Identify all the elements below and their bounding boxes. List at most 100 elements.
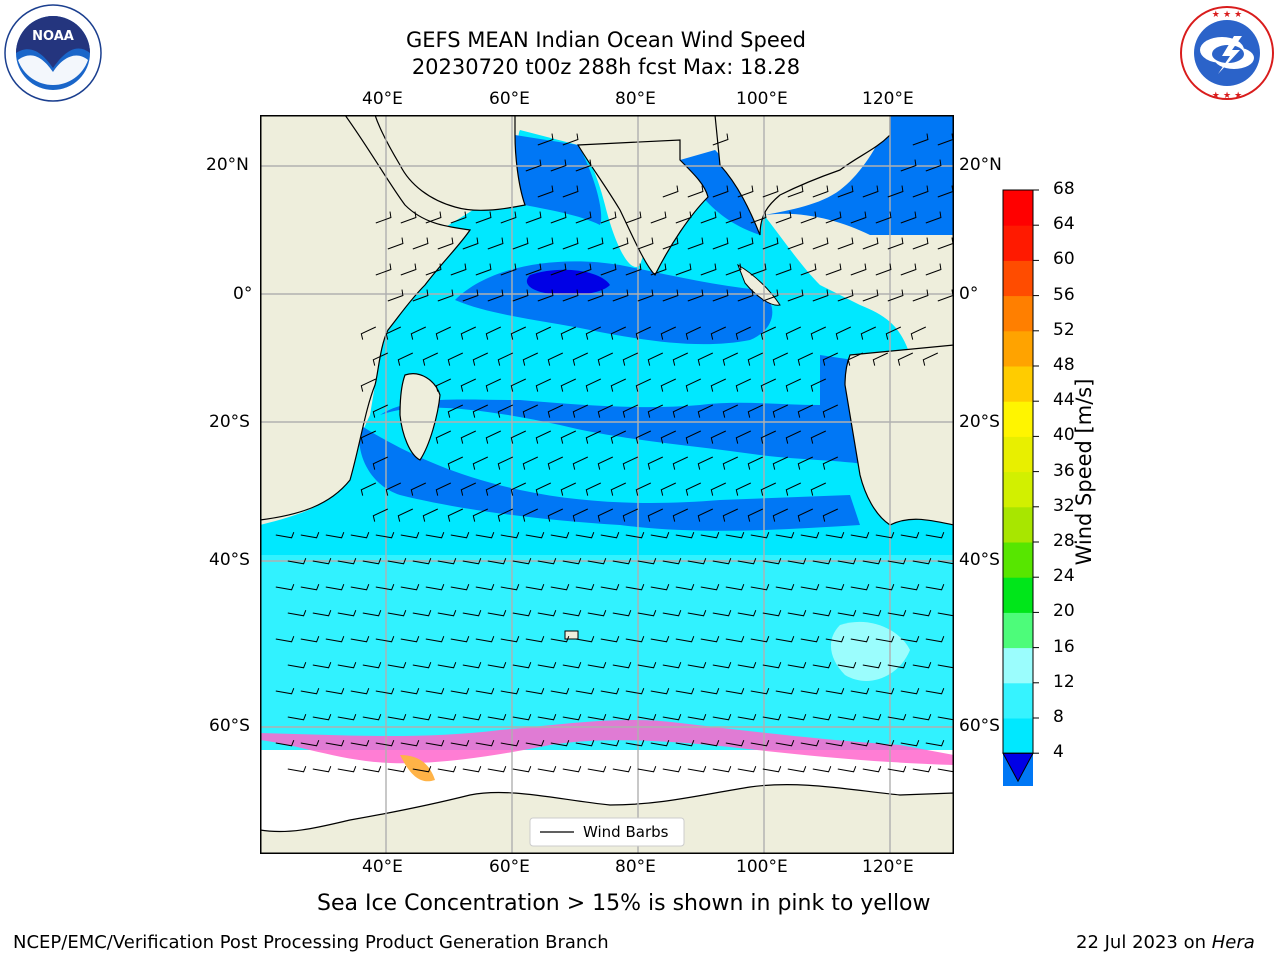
wind-barb [925,263,942,276]
wind-barb [325,740,345,747]
wind-barb [487,766,507,773]
colorbar-segment [1003,260,1033,297]
wind-barb [500,532,520,539]
wind-barb [387,662,407,669]
lon-label-top-100e: 100°E [736,89,788,109]
wind-barb [862,237,879,250]
wind-barb [637,610,657,617]
wind-barb [300,532,320,539]
wind-barb [500,211,517,224]
wind-barb [460,326,477,340]
wind-barb [600,584,620,591]
australia-land [844,344,955,526]
wind-barb [775,740,795,747]
wind-barb [312,766,332,773]
wind-barb [425,263,442,276]
wind-barb [800,532,820,539]
wind-barb [372,404,389,418]
wind-barb [662,714,682,721]
wind-barb [325,636,345,643]
wind-barb [337,610,357,617]
wind-barb [512,662,532,669]
wind-barb [550,263,567,276]
nws-logo: ★ ★ ★ ★ ★ ★ [1178,4,1276,102]
wind-barb [522,404,539,418]
wind-barb [437,237,454,250]
wind-barb [687,662,707,669]
wind-barb [887,766,907,773]
wind-barb [325,688,345,695]
wind-barb [487,237,504,250]
wind-barb [710,430,727,444]
wind-barb [450,584,470,591]
wind-barb [535,482,552,496]
wind-barb [575,740,595,747]
colorbar-tick-label: 4 [1053,742,1064,763]
colorbar-segment [1003,436,1033,473]
wind-barb [587,237,604,250]
wind-barb [622,404,639,418]
wind-barb [862,558,882,565]
wind-barb [650,532,670,539]
wind-barb [462,766,482,773]
wind-barb [300,688,320,695]
wind-barb [710,482,727,496]
wind-barb [350,688,370,695]
colorbar-tick-label: 8 [1053,707,1064,727]
wind-barb [575,584,595,591]
wind-barb [375,740,395,747]
wind-barb [387,289,404,302]
colorbar-tick-label: 20 [1053,601,1075,622]
wind-barb [547,456,564,470]
wind-barb [712,185,729,198]
wind-barb [497,404,514,418]
sea-ice-edge [260,720,954,765]
wind-barb [362,610,382,617]
wind-barb [485,430,502,444]
footer-credit: NCEP/EMC/Verification Post Processing Pr… [13,932,609,953]
wind-barb [837,610,857,617]
colorbar-tick-label: 44 [1053,390,1075,411]
wind-barb [800,740,820,747]
wind-barb [622,508,639,522]
wind-barb [610,378,627,392]
map-subtitle: 20230720 t00z 288h fcst Max: 18.28 [411,55,801,79]
wind-barb [537,237,554,250]
wind-barb [722,352,739,366]
wind-barb [637,558,657,565]
wind-barb [662,289,679,302]
footer-host: Hera [1211,932,1255,953]
wind-barb [547,508,564,522]
wind-barb [762,289,779,302]
wind-barb [360,430,377,444]
wind-barb [775,532,795,539]
wind-barb [525,584,545,591]
colorbar [1000,186,1040,789]
wind-barb [762,662,782,669]
footer-date: 22 Jul 2023 on Hera [1076,932,1255,953]
wind-barb [662,185,679,198]
wind-barb [675,263,692,276]
wind-barb [725,740,745,747]
wind-barb [812,766,832,773]
wind-barb [747,404,764,418]
wind-barb [450,636,470,643]
subtropical-band-8 [380,355,954,465]
wind-barb [900,584,920,591]
wind-barb [412,237,429,250]
wind-barb [400,532,420,539]
wind-barb [925,584,945,591]
wind-barb [522,508,539,522]
wind-barb [562,289,579,302]
wind-barb [797,404,814,418]
wind-barb [662,766,682,773]
wind-barb [672,508,689,522]
wind-barb [350,740,370,747]
wind-barb [275,584,295,591]
wind-barb [785,482,802,496]
colorbar-segment [1003,682,1033,719]
wind-barb [925,740,945,747]
map-frame [260,115,954,854]
wind-barb [775,688,795,695]
wind-barb [562,133,579,146]
